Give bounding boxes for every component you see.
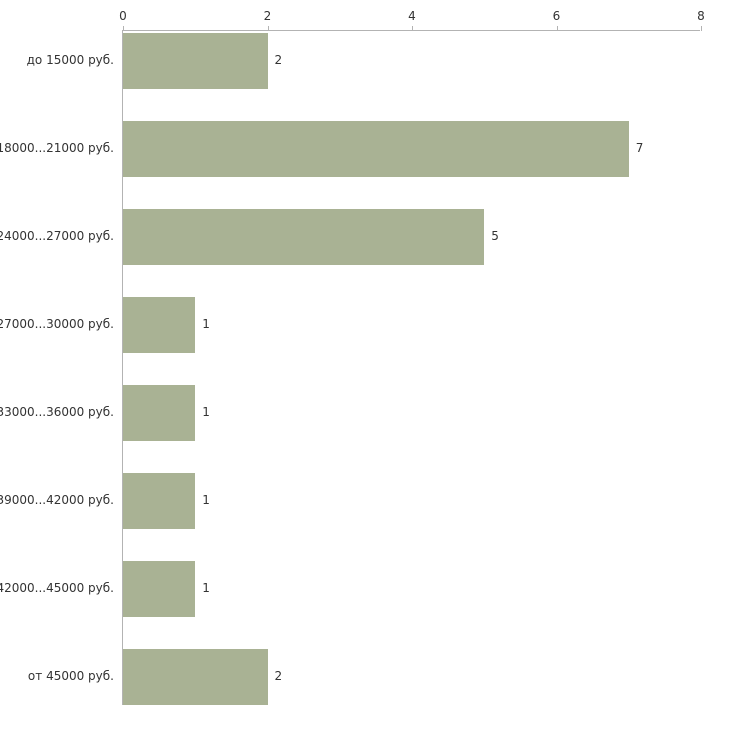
value-label: 1 (202, 493, 210, 507)
category-label: от 45000 руб. (27, 669, 114, 683)
bar (123, 561, 196, 617)
value-label: 2 (274, 53, 283, 67)
x-tick-mark (123, 26, 124, 31)
bar (123, 297, 196, 353)
category-label: 33000...36000 руб. (0, 405, 114, 419)
category-label: 18000...21000 руб. (0, 141, 114, 155)
x-tick-mark (267, 26, 269, 31)
value-label: 1 (202, 317, 210, 331)
x-tick-label: 6 (552, 9, 561, 23)
category-label: 42000...45000 руб. (0, 581, 114, 595)
x-tick-mark (701, 26, 702, 31)
bar (123, 33, 268, 89)
category-label: 27000...30000 руб. (0, 317, 114, 331)
bar (123, 649, 268, 705)
x-tick-label: 8 (697, 9, 705, 23)
bar (123, 385, 196, 441)
bar (123, 473, 196, 529)
x-tick-mark (556, 26, 558, 31)
category-label: 39000...42000 руб. (0, 493, 114, 507)
plot-area: 0 2 4 6 8 (119, 9, 705, 705)
x-tick-label: 4 (408, 9, 416, 23)
x-tick-mark (412, 26, 413, 31)
bar (123, 209, 485, 265)
value-label: 5 (491, 229, 499, 243)
value-label: 1 (202, 581, 210, 595)
category-label: до 15000 руб. (26, 53, 114, 67)
category-label: 24000...27000 руб. (0, 229, 114, 243)
x-tick-label: 0 (119, 9, 127, 23)
value-label: 1 (202, 405, 210, 419)
value-label: 7 (635, 141, 644, 155)
bar (123, 121, 629, 177)
x-tick-label: 2 (263, 9, 272, 23)
value-label: 2 (274, 669, 283, 683)
